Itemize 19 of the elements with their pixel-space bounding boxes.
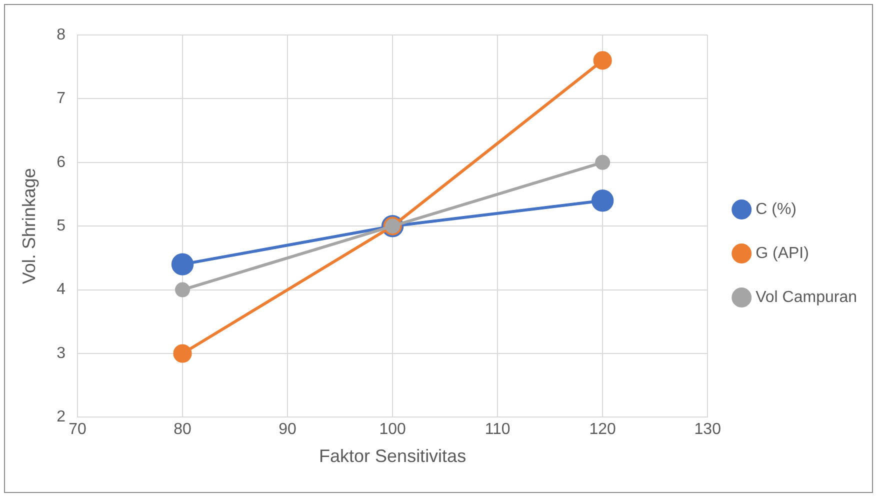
x-tick-label: 100: [379, 421, 406, 438]
x-tick-label: 90: [278, 421, 297, 438]
y-tick-label: 6: [56, 154, 66, 171]
y-tick-label: 2: [56, 408, 66, 426]
x-tick-label: 130: [694, 421, 722, 438]
y-axis-title: Vol. Shrinkage: [18, 168, 39, 284]
x-axis-title: Faktor Sensitivitas: [319, 446, 466, 466]
x-tick-label: 80: [174, 421, 192, 438]
x-tick-label: 120: [589, 421, 616, 438]
y-tick-label: 5: [56, 218, 66, 235]
legend-label: Vol Campuran: [756, 288, 857, 306]
legend-label: C (%): [756, 200, 796, 218]
y-tick-label: 8: [56, 26, 66, 44]
x-tick-label: 70: [68, 421, 86, 438]
y-tick-label: 4: [56, 281, 66, 298]
legend-label: G (API): [756, 244, 809, 262]
x-tick-label: 110: [484, 421, 510, 438]
y-tick-label: 3: [56, 344, 66, 362]
y-tick-label: 7: [56, 90, 66, 108]
